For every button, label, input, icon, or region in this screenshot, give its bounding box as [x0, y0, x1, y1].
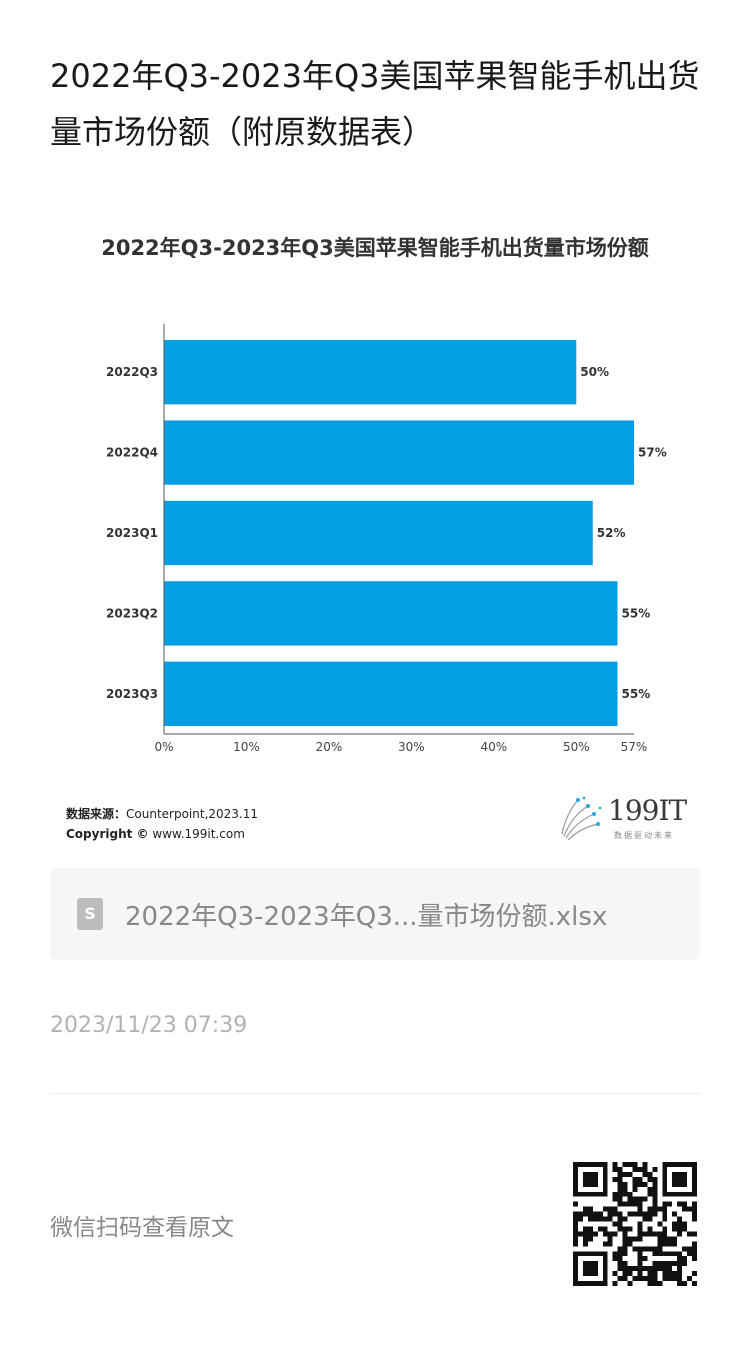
bar-2023Q1: [164, 500, 593, 566]
data-label: 52%: [597, 526, 626, 540]
data-label: 55%: [622, 606, 651, 620]
attachment-card[interactable]: S 2022年Q3-2023年Q3...量市场份额.xlsx: [50, 868, 700, 960]
x-tick-label: 57%: [621, 740, 648, 754]
data-label: 57%: [638, 446, 667, 460]
data-source: 数据来源：Counterpoint,2023.11 Copyright © ww…: [66, 804, 258, 844]
category-label: 2023Q2: [106, 606, 158, 620]
category-label: 2023Q3: [106, 687, 158, 701]
data-label: 50%: [580, 365, 609, 379]
chart-title: 2022年Q3-2023年Q3美国苹果智能手机出货量市场份额: [101, 236, 649, 260]
bar-chart: 2022Q3 50% 2022Q4 57% 2023Q1 52% 2023Q2 55% 2023…: [106, 324, 667, 754]
copyright-text: www.199it.com: [152, 827, 245, 841]
category-label: 2022Q3: [106, 365, 158, 379]
x-tick-label: 50%: [563, 740, 590, 754]
brand-logo: 199IT 数据驱动未来: [558, 794, 693, 844]
attachment-file-name: 2022年Q3-2023年Q3...量市场份额.xlsx: [125, 902, 608, 932]
chart-image: 2022年Q3-2023年Q3美国苹果智能手机出货量市场份额 2022Q3 50%…: [50, 210, 700, 850]
bar-2023Q3: [164, 661, 618, 726]
logo-text: 199IT: [608, 794, 687, 827]
publish-timestamp: 2023/11/23 07:39: [50, 1013, 248, 1038]
qr-code-icon[interactable]: [573, 1162, 697, 1286]
copyright-label: Copyright ©: [66, 827, 149, 841]
divider: [50, 1093, 700, 1094]
x-tick-label: 30%: [398, 740, 425, 754]
x-tick-label: 40%: [480, 740, 507, 754]
category-label: 2022Q4: [106, 446, 158, 460]
source-text: Counterpoint,2023.11: [126, 807, 259, 821]
wechat-scan-hint: 微信扫码查看原文: [50, 1215, 234, 1241]
dandelion-logo-icon: [561, 796, 602, 841]
spreadsheet-file-icon: S: [77, 898, 103, 930]
bar-2022Q4: [164, 420, 634, 485]
category-label: 2023Q1: [106, 526, 158, 540]
logo-subtitle: 数据驱动未来: [614, 831, 674, 840]
data-label: 55%: [622, 687, 651, 701]
bar-2023Q2: [164, 581, 618, 646]
x-tick-label: 20%: [316, 740, 343, 754]
x-tick-label: 0%: [154, 740, 173, 754]
source-label: 数据来源：: [66, 807, 127, 821]
bar-2022Q3: [164, 340, 577, 405]
article-title: 2022年Q3-2023年Q3美国苹果智能手机出货量市场份额（附原数据表）: [50, 57, 700, 151]
x-tick-label: 10%: [233, 740, 260, 754]
